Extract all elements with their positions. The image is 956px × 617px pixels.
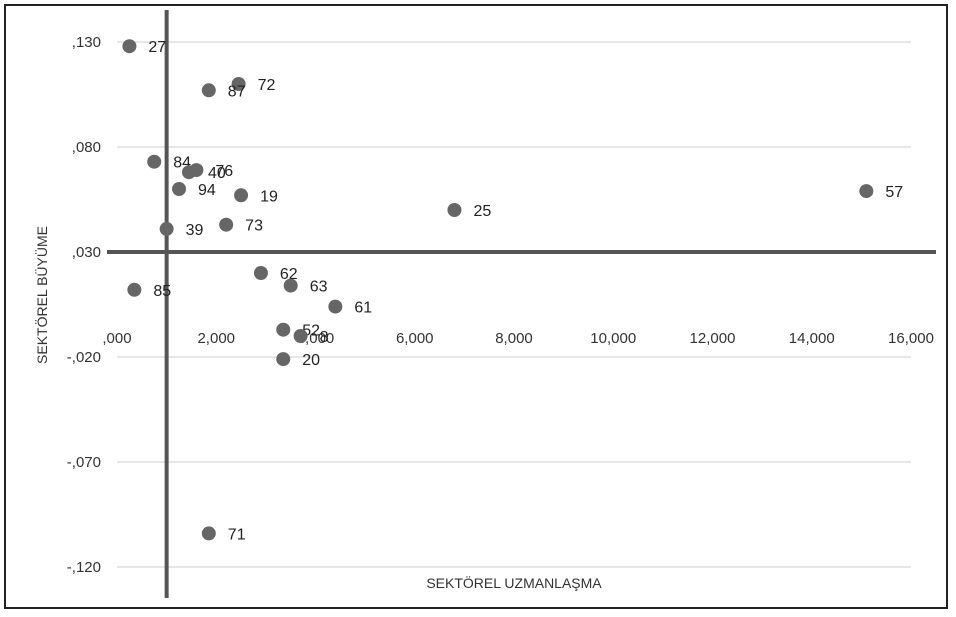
data-point-label: 39 <box>186 222 204 239</box>
y-axis-label: SEKTÖREL BÜYÜME <box>33 226 50 364</box>
data-point <box>219 217 234 232</box>
gridlines <box>117 41 911 568</box>
data-point <box>283 278 298 293</box>
data-point-label: 8 <box>320 329 329 346</box>
data-point <box>276 322 291 337</box>
y-tick-label: ,080 <box>72 139 101 156</box>
data-point <box>127 282 142 297</box>
data-point-label: 62 <box>280 266 298 283</box>
y-tick-label: ,030 <box>72 244 101 261</box>
chart-frame <box>4 4 948 609</box>
data-point-label: 61 <box>354 300 372 317</box>
x-tick-label: 14,000 <box>789 330 835 347</box>
data-point-label: 27 <box>148 39 166 56</box>
y-tick-label: -,070 <box>67 454 101 471</box>
reference-lines <box>107 10 936 598</box>
x-tick-label: 10,000 <box>590 330 636 347</box>
data-point-label: 57 <box>885 184 903 201</box>
data-point <box>276 352 291 367</box>
data-point-label: 94 <box>198 182 216 199</box>
x-tick-label: ,000 <box>102 330 131 347</box>
data-point <box>201 526 216 541</box>
data-point <box>253 266 268 280</box>
data-point <box>147 154 162 169</box>
data-point <box>172 182 187 196</box>
data-point-label: 85 <box>153 283 171 300</box>
x-tick-label: 8,000 <box>495 330 533 347</box>
data-point <box>293 329 308 343</box>
data-point <box>159 221 174 236</box>
data-point-label: 87 <box>228 83 246 100</box>
x-tick-label: 12,000 <box>690 330 736 347</box>
data-point <box>859 184 874 199</box>
data-point <box>122 39 137 54</box>
data-point-label: 71 <box>228 526 246 543</box>
x-axis-label: SEKTÖREL UZMANLAŞMA <box>426 574 602 591</box>
data-point-label: 63 <box>310 279 328 296</box>
data-point-label: 76 <box>215 163 233 180</box>
x-tick-label: 2,000 <box>197 330 235 347</box>
y-tick-label: -,120 <box>67 559 101 576</box>
data-point <box>234 188 249 203</box>
y-tick-label: -,020 <box>67 349 101 366</box>
data-point-label: 25 <box>473 203 491 220</box>
data-point <box>201 83 216 98</box>
data-point <box>447 203 462 217</box>
data-point-label: 72 <box>258 77 276 94</box>
data-point <box>328 299 343 314</box>
data-point-label: 20 <box>302 352 320 369</box>
x-tick-labels: ,000 2,000 4,000 6,000 8,000 10,000 12,000 14,0… <box>102 330 934 347</box>
data-point <box>231 77 246 91</box>
data-point-label: 19 <box>260 188 278 205</box>
x-tick-label: 16,000 <box>888 330 934 347</box>
data-point-label: 40 <box>208 165 226 182</box>
data-point-label: 73 <box>245 218 263 235</box>
x-tick-label: 6,000 <box>396 330 434 347</box>
y-tick-labels: ,130 ,080 ,030 -,020 -,070 -,120 <box>67 34 101 576</box>
y-tick-label: ,130 <box>72 34 101 51</box>
data-point <box>181 165 196 180</box>
